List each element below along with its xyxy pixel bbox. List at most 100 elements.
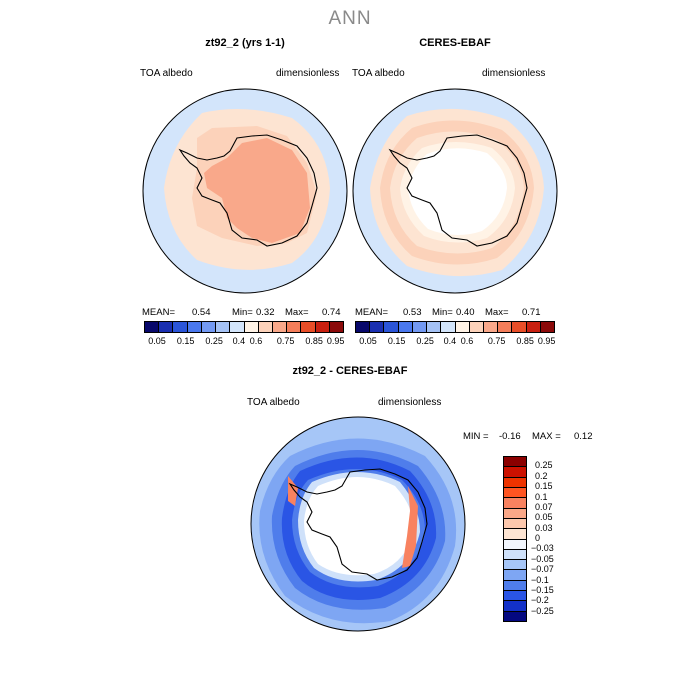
colorbar-obs	[355, 321, 555, 333]
colorbar-tick-label: −0.1	[531, 574, 549, 585]
colorbar-swatch	[504, 601, 526, 612]
colorbar-tick-label: −0.15	[531, 584, 554, 595]
colorbar-swatch	[504, 580, 526, 592]
colorbar-tick-label: 0.05	[148, 336, 166, 346]
colorbar-swatch	[540, 322, 555, 332]
colorbar-swatch	[230, 322, 245, 332]
colorbar-difference-labels: 0.25 0.2 0.15 0.1 0.07 0.05 0.03 0 −0.03 −0.05 −0.…	[531, 456, 591, 620]
colorbar-swatch	[526, 322, 541, 332]
diff-max-value: 0.12	[574, 431, 593, 442]
colorbar-swatch	[455, 322, 470, 332]
colorbar-tick-label: 0.25	[535, 460, 553, 471]
colorbar-swatch	[441, 322, 456, 332]
colorbar-tick-label: 0.85	[305, 336, 323, 346]
panel1-max-value: 0.74	[322, 307, 341, 318]
colorbar-tick-label: −0.2	[531, 595, 549, 606]
colorbar-swatch	[469, 322, 484, 332]
colorbar-swatch	[412, 322, 428, 332]
colorbar-swatch	[398, 322, 413, 332]
colorbar-swatch	[244, 322, 259, 332]
colorbar-swatch	[301, 322, 316, 332]
colorbar-swatch	[512, 322, 527, 332]
colorbar-swatch	[498, 322, 513, 332]
map-difference	[250, 416, 466, 632]
colorbar-tick-label: 0.4	[232, 336, 246, 346]
colorbar-swatch	[145, 322, 160, 332]
colorbar-tick-label: 0.75	[487, 336, 506, 346]
colorbar-tick-label: 0	[535, 533, 541, 543]
colorbar-tick-label: 0.6	[460, 336, 474, 346]
colorbar-swatch	[504, 560, 526, 571]
colorbar-swatch	[483, 322, 499, 332]
diff-max-label: MAX =	[532, 431, 561, 442]
colorbar-swatch	[356, 322, 371, 332]
panel1-min-value: 0.32	[256, 307, 275, 318]
colorbar-model	[144, 321, 344, 333]
colorbar-tick-label: 0.2	[535, 470, 548, 481]
colorbar-swatch	[504, 498, 526, 509]
colorbar-swatch	[504, 518, 526, 530]
colorbar-difference	[503, 456, 527, 622]
panel2-min-label: Min=	[432, 307, 453, 318]
colorbar-swatch	[504, 611, 526, 621]
diff-panel-title: zt92_2 - CERES-EBAF	[292, 365, 408, 377]
panel2-mean-label: MEAN=	[355, 307, 388, 318]
colorbar-swatch	[287, 322, 302, 332]
colorbar-swatch	[427, 322, 442, 332]
panel1-max-label: Max=	[285, 307, 309, 318]
colorbar-swatch	[272, 322, 288, 332]
diff-min-label: MIN =	[463, 431, 489, 442]
colorbar-swatch	[370, 322, 385, 332]
colorbar-tick-label: 0.03	[535, 522, 553, 533]
colorbar-swatch	[504, 477, 526, 488]
figure-title: ANN	[328, 8, 372, 29]
panel1-mean-value: 0.54	[192, 307, 211, 318]
colorbar-swatch	[504, 508, 526, 519]
colorbar-swatch	[504, 539, 526, 550]
colorbar-tick-label: −0.05	[531, 553, 554, 564]
colorbar-tick-label: 0.85	[516, 336, 534, 346]
colorbar-tick-label: 0.07	[535, 501, 553, 512]
panel-title-obs: CERES-EBAF	[419, 37, 491, 49]
colorbar-swatch	[504, 467, 526, 478]
colorbar-swatch	[504, 591, 526, 602]
panel1-var-label: TOA albedo	[140, 68, 193, 79]
colorbar-swatch	[159, 322, 174, 332]
panel2-mean-value: 0.53	[403, 307, 422, 318]
colorbar-swatch	[504, 457, 526, 468]
colorbar-tick-label: 0.15	[176, 336, 195, 346]
colorbar-tick-label: −0.03	[531, 543, 554, 554]
colorbar-obs-labels: 0.05 0.15 0.25 0.4 0.6 0.75 0.85 0.95	[355, 336, 556, 348]
colorbar-swatch	[504, 487, 526, 499]
panel-title-model: zt92_2 (yrs 1-1)	[205, 37, 285, 49]
panel2-min-value: 0.40	[456, 307, 475, 318]
colorbar-swatch	[173, 322, 188, 332]
panel2-max-value: 0.71	[522, 307, 541, 318]
panel2-units-label: dimensionless	[482, 68, 546, 79]
colorbar-tick-label: −0.25	[531, 605, 554, 616]
colorbar-tick-label: 0.25	[205, 336, 223, 346]
colorbar-tick-label: 0.25	[416, 336, 434, 346]
colorbar-tick-label: 0.05	[359, 336, 377, 346]
colorbar-swatch	[504, 549, 526, 561]
colorbar-tick-label: 0.1	[535, 491, 548, 502]
colorbar-tick-label: 0.95	[537, 336, 556, 346]
diff-min-value: -0.16	[499, 431, 521, 442]
colorbar-tick-label: −0.07	[531, 564, 554, 575]
panel2-max-label: Max=	[485, 307, 509, 318]
colorbar-swatch	[315, 322, 330, 332]
colorbar-swatch	[504, 529, 526, 540]
colorbar-swatch	[201, 322, 217, 332]
diff-units-label: dimensionless	[378, 397, 442, 408]
colorbar-swatch	[329, 322, 344, 332]
diff-var-label: TOA albedo	[247, 397, 300, 408]
panel1-min-label: Min=	[232, 307, 253, 318]
colorbar-swatch	[504, 570, 526, 581]
colorbar-tick-label: 0.4	[443, 336, 457, 346]
colorbar-model-labels: 0.05 0.15 0.25 0.4 0.6 0.75 0.85 0.95	[144, 336, 344, 348]
colorbar-tick-label: 0.6	[249, 336, 263, 346]
colorbar-swatch	[258, 322, 273, 332]
colorbar-swatch	[216, 322, 231, 332]
panel2-var-label: TOA albedo	[352, 68, 405, 79]
map-model-albedo	[142, 88, 348, 294]
